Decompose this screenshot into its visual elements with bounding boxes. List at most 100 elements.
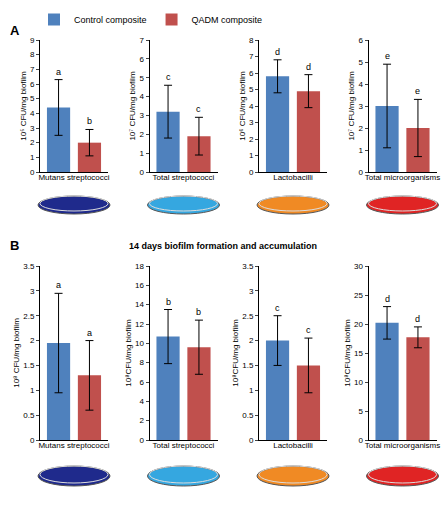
svg-text:2: 2 [30,336,35,345]
svg-text:1: 1 [139,149,144,158]
svg-text:Total streptococci: Total streptococci [153,173,215,182]
svg-text:Total microorganisms: Total microorganisms [365,173,441,182]
svg-text:B: B [10,238,19,253]
svg-text:0: 0 [249,436,254,445]
svg-text:6: 6 [249,69,254,78]
svg-text:6: 6 [139,55,144,64]
svg-text:2.5: 2.5 [23,312,35,321]
svg-text:d: d [415,314,420,324]
svg-text:30: 30 [354,262,363,271]
svg-text:8: 8 [249,36,254,45]
svg-text:d: d [306,62,311,72]
svg-text:0: 0 [139,436,144,445]
svg-text:6: 6 [358,36,363,45]
svg-text:a: a [56,280,61,290]
svg-text:1: 1 [30,153,35,162]
svg-text:4: 4 [30,109,35,118]
svg-text:3.5: 3.5 [242,262,254,271]
svg-text:d: d [275,47,280,57]
svg-text:10⁷ CFU/mg biofilm: 10⁷ CFU/mg biofilm [347,71,356,140]
svg-text:3.5: 3.5 [23,262,35,271]
svg-text:4: 4 [139,92,144,101]
svg-text:8: 8 [139,358,144,367]
svg-text:3: 3 [249,287,254,296]
svg-text:6: 6 [139,378,144,387]
svg-text:Control composite: Control composite [74,15,147,25]
svg-text:a: a [87,328,92,338]
svg-text:10⁵ CFU/mg biofilm: 10⁵ CFU/mg biofilm [19,71,28,141]
svg-text:18: 18 [135,262,144,271]
svg-text:15: 15 [354,349,363,358]
svg-text:2: 2 [139,130,144,139]
svg-text:5: 5 [358,407,363,416]
svg-text:A: A [10,23,20,38]
svg-text:10⁸CFU/mg biofilm: 10⁸CFU/mg biofilm [124,319,133,387]
svg-text:b: b [87,116,92,126]
svg-text:2: 2 [139,416,144,425]
svg-text:5: 5 [139,74,144,83]
svg-text:2.5: 2.5 [242,312,254,321]
svg-text:Lactobacilli: Lactobacilli [273,173,313,182]
svg-text:1.5: 1.5 [242,361,254,370]
svg-text:0: 0 [30,436,35,445]
svg-text:12: 12 [135,320,144,329]
svg-text:0: 0 [139,168,144,177]
svg-text:3: 3 [249,118,254,127]
svg-text:5: 5 [358,58,363,67]
svg-text:9: 9 [30,36,35,45]
svg-text:3: 3 [30,287,35,296]
svg-text:10⁸ CFU/mg biofilm: 10⁸ CFU/mg biofilm [12,318,21,388]
svg-text:10⁷ CFU/mg biofilm: 10⁷ CFU/mg biofilm [128,71,137,140]
svg-text:5: 5 [249,85,254,94]
svg-text:Mutans streptococci: Mutans streptococci [38,441,109,450]
svg-text:2: 2 [358,124,363,133]
svg-text:0: 0 [30,168,35,177]
svg-text:0.5: 0.5 [242,411,254,420]
svg-text:d: d [385,294,390,304]
svg-text:8: 8 [30,50,35,59]
svg-text:3: 3 [358,102,363,111]
svg-text:e: e [385,51,390,61]
svg-text:Total microorganisms: Total microorganisms [365,441,441,450]
svg-text:b: b [196,307,201,317]
svg-text:c: c [196,104,201,114]
svg-text:14: 14 [135,300,144,309]
svg-text:Mutans streptococci: Mutans streptococci [38,173,109,182]
svg-text:c: c [166,72,171,82]
svg-text:0: 0 [358,168,363,177]
svg-text:0: 0 [358,436,363,445]
svg-text:6: 6 [30,80,35,89]
svg-text:1.5: 1.5 [23,361,35,370]
svg-text:1: 1 [358,146,363,155]
svg-text:Total streptococci: Total streptococci [153,441,215,450]
svg-text:a: a [56,67,61,77]
svg-text:10: 10 [354,378,363,387]
svg-text:1: 1 [249,386,254,395]
svg-text:1: 1 [249,151,254,160]
svg-text:7: 7 [139,36,144,45]
svg-text:10⁸CFU/mg biofilm: 10⁸CFU/mg biofilm [343,319,352,387]
svg-text:3: 3 [30,124,35,133]
svg-text:7: 7 [249,52,254,61]
svg-text:QADM composite: QADM composite [192,15,263,25]
svg-text:10⁶ CFU/mg biofilm: 10⁶ CFU/mg biofilm [238,71,247,141]
svg-text:4: 4 [139,397,144,406]
svg-text:0.5: 0.5 [23,411,35,420]
svg-text:14 days biofilm formation and: 14 days biofilm formation and accumulati… [129,241,317,251]
svg-text:25: 25 [354,291,363,300]
svg-text:b: b [166,297,171,307]
svg-text:5: 5 [30,94,35,103]
svg-text:4: 4 [358,80,363,89]
svg-text:1: 1 [30,386,35,395]
svg-text:7: 7 [30,65,35,74]
svg-text:3: 3 [139,111,144,120]
svg-text:Lactobacilli: Lactobacilli [273,441,313,450]
svg-text:e: e [415,86,420,96]
svg-text:c: c [306,325,311,335]
svg-text:10⁸CFU/mg biofilm: 10⁸CFU/mg biofilm [231,319,240,387]
svg-text:4: 4 [249,102,254,111]
svg-text:0: 0 [249,168,254,177]
svg-text:16: 16 [135,281,144,290]
svg-text:20: 20 [354,320,363,329]
svg-text:c: c [275,303,280,313]
